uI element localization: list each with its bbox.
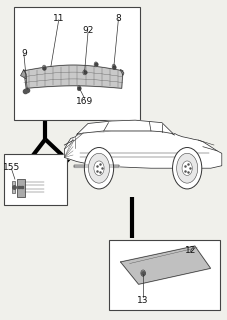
Text: 11: 11	[53, 14, 64, 23]
Polygon shape	[12, 181, 15, 194]
Text: 13: 13	[137, 296, 149, 305]
Text: 169: 169	[76, 97, 93, 106]
Polygon shape	[20, 69, 26, 79]
Circle shape	[89, 153, 110, 183]
Circle shape	[84, 148, 114, 189]
Polygon shape	[77, 120, 175, 135]
Polygon shape	[121, 69, 124, 76]
Circle shape	[112, 64, 116, 69]
Circle shape	[182, 161, 192, 175]
Text: 9: 9	[21, 49, 27, 58]
Circle shape	[94, 62, 98, 67]
Text: 155: 155	[3, 164, 20, 172]
Circle shape	[83, 70, 86, 75]
Bar	[4, 154, 67, 204]
Polygon shape	[121, 246, 211, 284]
Circle shape	[177, 153, 198, 183]
Text: 12: 12	[185, 246, 196, 255]
Bar	[17, 179, 25, 197]
Polygon shape	[24, 65, 123, 88]
Circle shape	[173, 148, 202, 189]
Polygon shape	[74, 165, 119, 167]
Polygon shape	[64, 131, 222, 168]
Text: 8: 8	[116, 14, 121, 23]
Circle shape	[94, 161, 104, 175]
Bar	[14, 7, 140, 120]
Text: 92: 92	[82, 27, 94, 36]
Circle shape	[77, 86, 81, 91]
Bar	[109, 240, 220, 310]
Circle shape	[42, 65, 46, 70]
Circle shape	[141, 270, 145, 276]
